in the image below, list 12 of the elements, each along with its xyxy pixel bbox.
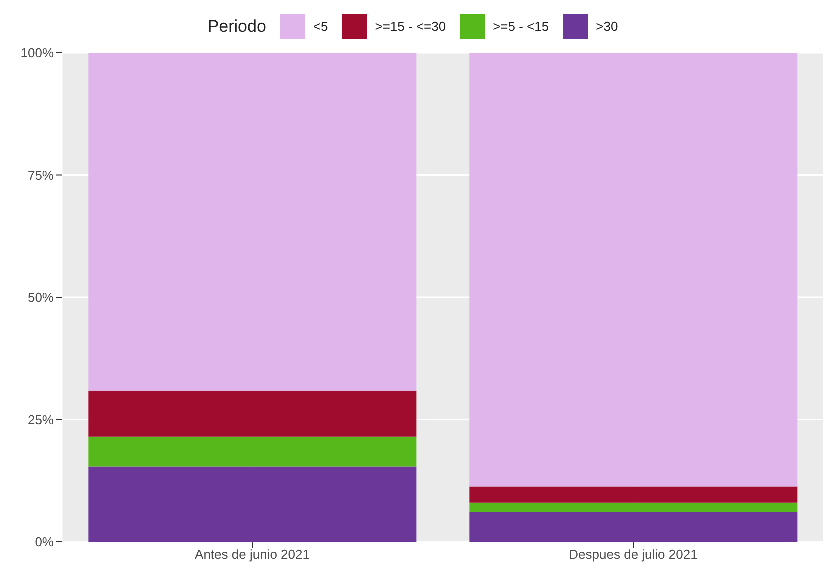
y-tick-label: 50% — [28, 290, 54, 306]
y-tick-label: 25% — [28, 412, 54, 428]
legend-label: <5 — [313, 19, 328, 34]
y-tick-label: 0% — [35, 534, 54, 550]
y-tick-label: 100% — [20, 46, 54, 61]
legend-label: >=5 - <15 — [493, 19, 550, 34]
legend-title: Periodo — [208, 16, 266, 36]
x-tick-label: Despues de julio 2021 — [569, 547, 698, 562]
x-tick-label: Antes de junio 2021 — [195, 547, 310, 562]
legend-label: >=15 - <=30 — [375, 19, 446, 34]
legend-label: >30 — [596, 19, 618, 34]
y-tick-label: 75% — [28, 168, 54, 183]
